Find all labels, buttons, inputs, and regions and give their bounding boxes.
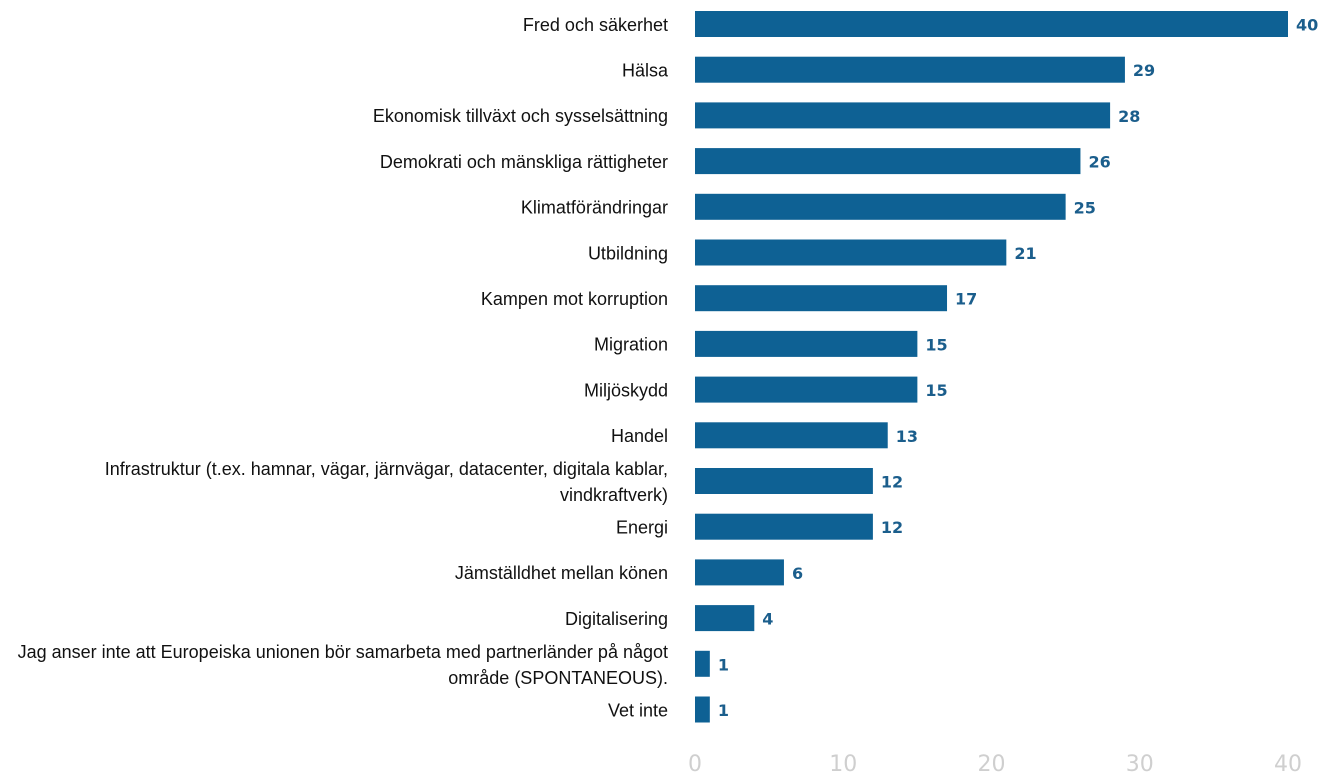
bar: [695, 513, 873, 540]
value-label: 17: [955, 290, 977, 309]
category-label: Klimatförändringar: [521, 198, 668, 218]
category-label-line: Jag anser inte att Europeiska unionen bö…: [18, 642, 668, 662]
value-label: 21: [1014, 244, 1036, 263]
value-label: 12: [881, 473, 903, 492]
bar: [695, 285, 948, 312]
value-label: 25: [1074, 198, 1096, 217]
bar: [695, 376, 918, 403]
category-label: Handel: [611, 426, 668, 446]
bar: [695, 605, 755, 632]
value-label: 15: [925, 335, 947, 354]
category-label: Vet inte: [608, 700, 668, 720]
bar: [695, 696, 710, 723]
value-label: 4: [762, 610, 773, 629]
category-label: Infrastruktur (t.ex. hamnar, vägar, järn…: [105, 459, 668, 505]
category-label: Ekonomisk tillväxt och sysselsättning: [373, 106, 668, 126]
bar: [695, 102, 1111, 129]
value-label: 15: [925, 381, 947, 400]
category-label-line: Infrastruktur (t.ex. hamnar, vägar, järn…: [105, 459, 668, 479]
category-label: Energi: [616, 517, 668, 537]
category-label: Hälsa: [622, 60, 669, 80]
category-label: Jag anser inte att Europeiska unionen bö…: [18, 642, 668, 688]
x-tick-label: 40: [1274, 752, 1302, 777]
value-label: 1: [718, 655, 729, 674]
category-label: Kampen mot korruption: [481, 289, 668, 309]
category-label: Fred och säkerhet: [523, 15, 668, 35]
category-label: Miljöskydd: [584, 380, 668, 400]
x-tick-label: 30: [1126, 752, 1154, 777]
bar: [695, 56, 1125, 83]
bar: [695, 422, 888, 449]
category-label: Demokrati och mänskliga rättigheter: [380, 152, 668, 172]
bar: [695, 11, 1288, 37]
value-label: 40: [1296, 16, 1318, 35]
value-label: 12: [881, 518, 903, 537]
category-label: Jämställdhet mellan könen: [455, 563, 668, 583]
bar: [695, 468, 873, 494]
bar: [695, 148, 1081, 175]
value-label: 1: [718, 701, 729, 720]
category-label: Migration: [594, 335, 668, 355]
category-label: Digitalisering: [565, 609, 668, 629]
bar: [695, 193, 1066, 220]
category-label: Utbildning: [588, 243, 668, 263]
value-label: 6: [792, 564, 803, 583]
x-tick-label: 0: [688, 752, 702, 777]
value-label: 29: [1133, 61, 1155, 80]
x-tick-label: 10: [829, 752, 857, 777]
bar: [695, 650, 710, 677]
bar: [695, 330, 918, 357]
x-tick-label: 20: [978, 752, 1006, 777]
bar: [695, 239, 1007, 266]
value-label: 13: [896, 427, 918, 446]
category-label-line: vindkraftverk): [560, 485, 668, 505]
bar: [695, 559, 784, 586]
category-label-line: område (SPONTANEOUS).: [448, 668, 668, 688]
value-label: 26: [1088, 153, 1110, 172]
value-label: 28: [1118, 107, 1140, 126]
